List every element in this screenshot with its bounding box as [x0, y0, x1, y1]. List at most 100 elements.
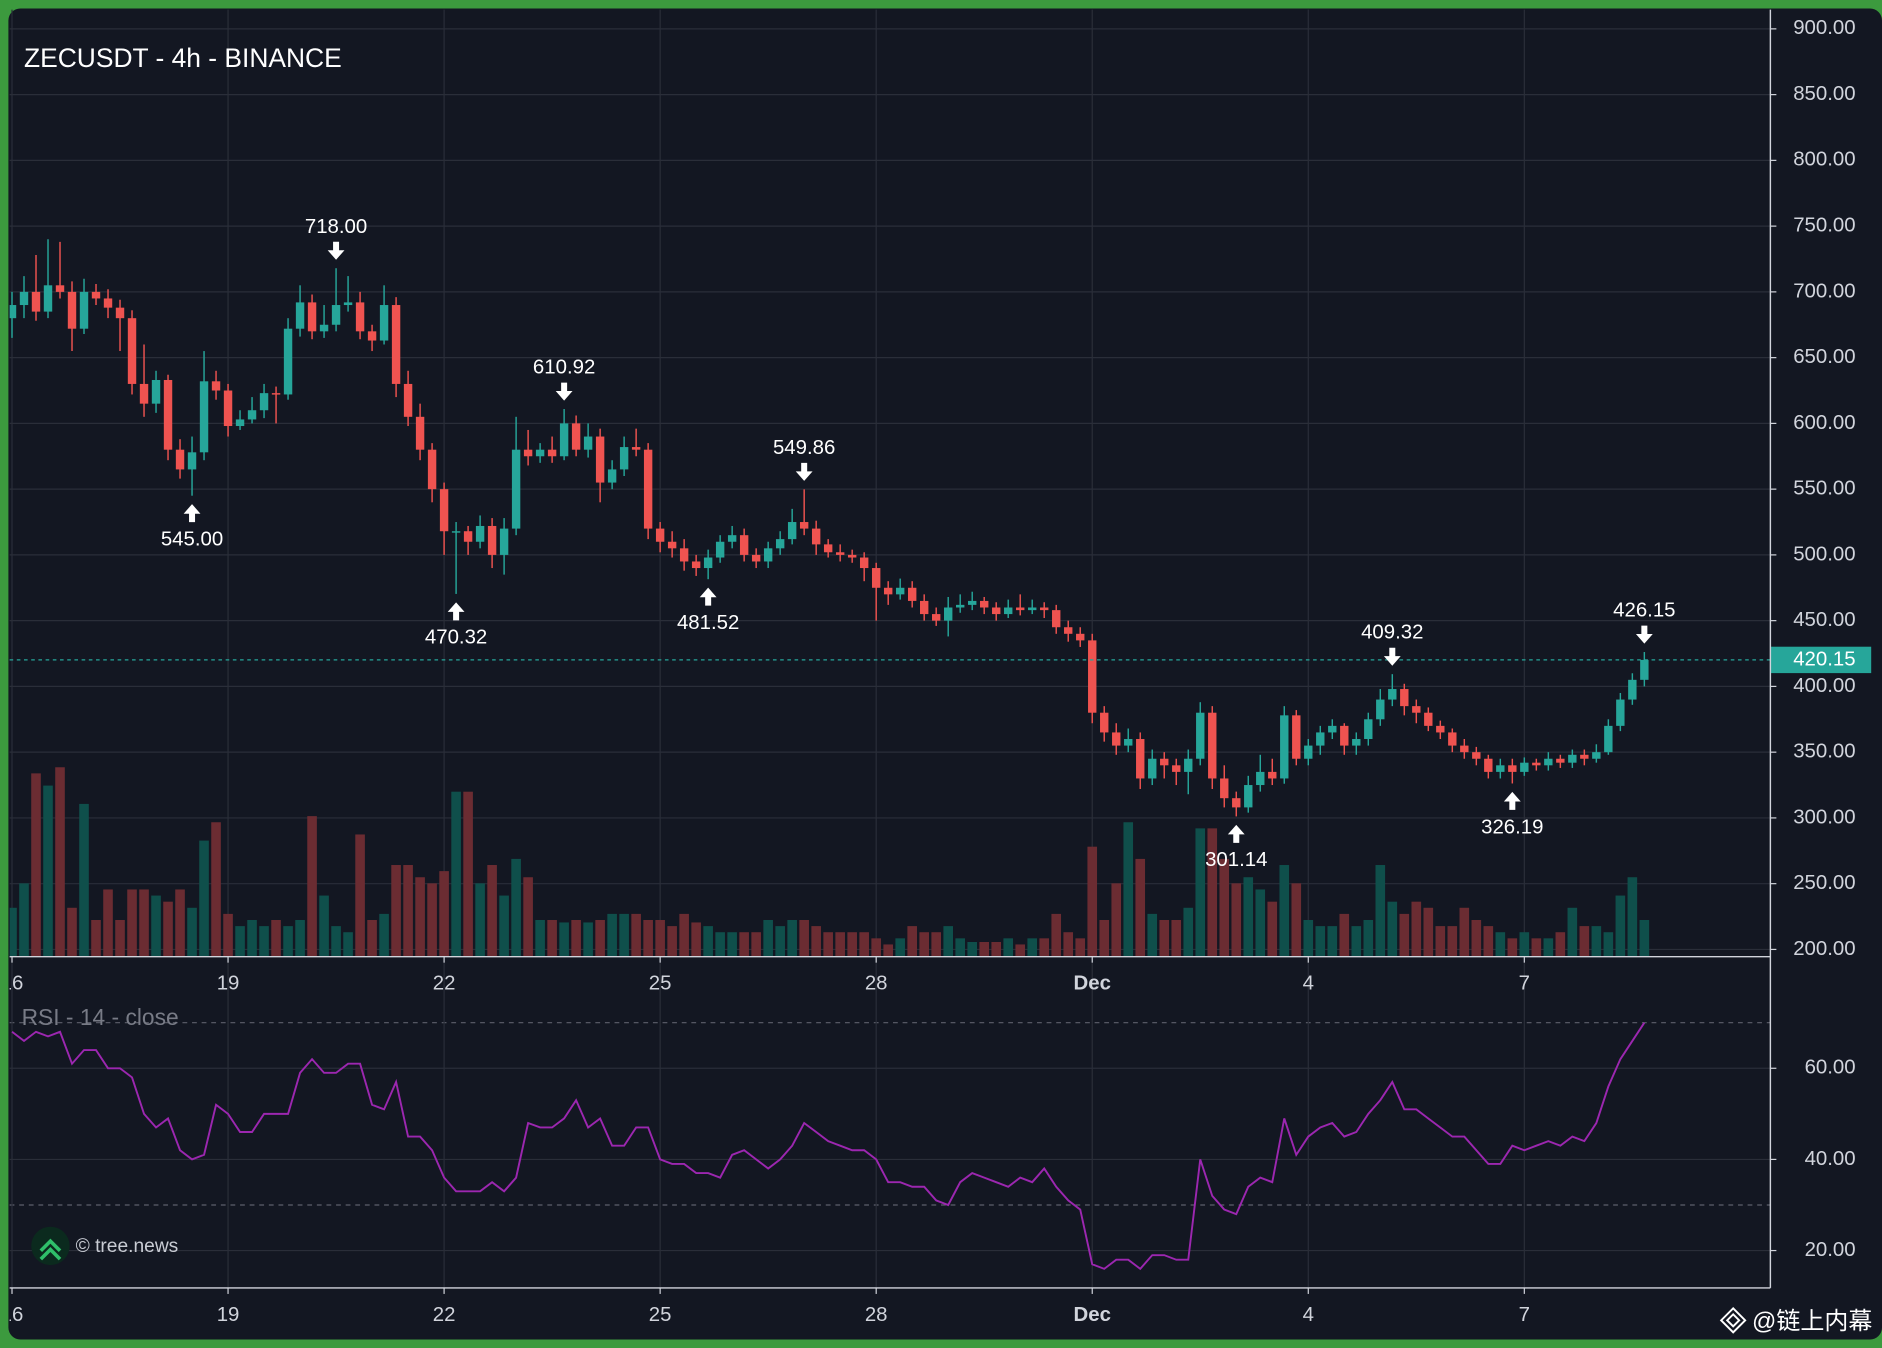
volume-bar: [1387, 901, 1398, 957]
volume-bar: [667, 926, 677, 957]
x-tick-label: 22: [433, 973, 456, 995]
volume-bar: [1495, 932, 1506, 957]
y-tick-label: 550.00: [1793, 478, 1855, 500]
candle-body: [595, 436, 605, 483]
volume-bar: [1159, 920, 1170, 957]
volume-bar: [367, 920, 377, 957]
chart-title: ZECUSDT - 4h - BINANCE: [24, 43, 342, 73]
volume-bar: [1603, 932, 1614, 957]
x-tick-label: 22: [433, 1304, 456, 1326]
candle-body: [535, 449, 545, 457]
candle-body: [175, 449, 185, 470]
x-tick-label: 19: [217, 1304, 240, 1326]
volume-bar: [1435, 926, 1446, 957]
candle-body: [1100, 712, 1109, 733]
volume-bar: [991, 941, 1002, 957]
candle-body: [139, 383, 149, 404]
candle-body: [499, 528, 509, 555]
volume-bar: [1291, 883, 1302, 957]
volume-layer: [9, 767, 1650, 957]
watermark-logo: [31, 1226, 70, 1266]
candle-body: [1052, 610, 1061, 628]
volume-bar: [259, 926, 269, 957]
candle-body: [235, 419, 245, 427]
volume-bar: [1207, 828, 1218, 957]
candle-body: [980, 600, 989, 608]
x-tick-label: 19: [217, 973, 240, 995]
volume-bar: [55, 767, 65, 957]
candle-body: [835, 552, 845, 555]
candle-body: [631, 447, 641, 450]
candle-body: [1580, 754, 1589, 759]
candle-body: [1616, 699, 1625, 726]
volume-bar: [1219, 858, 1230, 957]
y-tick-label: 900.00: [1793, 17, 1855, 39]
candle-body: [1496, 765, 1505, 772]
annotation-label: 470.32: [425, 627, 487, 649]
volume-bar: [1315, 926, 1326, 957]
volume-bar: [499, 895, 509, 957]
last-price-box: [1770, 646, 1872, 674]
candle-body: [1484, 758, 1493, 772]
volume-bar: [931, 932, 941, 957]
candle-body: [1352, 739, 1361, 746]
candle-body: [1256, 771, 1265, 786]
candle-body: [1460, 745, 1469, 753]
candle-body: [1316, 732, 1325, 746]
volume-bar: [463, 791, 473, 957]
volume-bar: [595, 920, 605, 957]
candle-body: [895, 587, 905, 595]
candle-body: [211, 381, 221, 391]
volume-bar: [163, 901, 173, 957]
volume-bar: [535, 920, 545, 957]
credit-logo: [1719, 1306, 1747, 1334]
volume-bar: [31, 773, 41, 957]
volume-bar: [1303, 920, 1314, 957]
candle-body: [1304, 745, 1313, 759]
volume-bar: [847, 932, 857, 957]
candle-body: [1364, 719, 1373, 740]
candle-body: [956, 604, 965, 608]
candle-body: [343, 302, 353, 306]
candle-body: [1448, 732, 1457, 746]
volume-bar: [1075, 938, 1086, 957]
candle-body: [271, 393, 281, 395]
candle-body: [775, 539, 785, 549]
volume-bar: [271, 920, 281, 957]
volume-bar: [223, 913, 233, 957]
candle-body: [811, 528, 821, 545]
volume-bar: [91, 920, 101, 957]
x-tick-label: Dec: [1074, 1304, 1111, 1326]
volume-bar: [67, 907, 77, 957]
candle-body: [379, 305, 389, 341]
annotation-label: 409.32: [1361, 622, 1423, 644]
volume-bar: [727, 932, 737, 957]
candle-body: [1268, 771, 1277, 779]
candle-body: [968, 600, 977, 605]
candle-body: [151, 379, 161, 404]
volume-bar: [1171, 920, 1182, 957]
volume-bar: [139, 889, 149, 957]
volume-bar: [1459, 907, 1470, 957]
volume-bar: [319, 895, 329, 957]
candle-body: [127, 318, 137, 384]
volume-bar: [655, 920, 665, 957]
volume-bar: [1111, 883, 1122, 957]
volume-bar: [1471, 920, 1482, 957]
candle-body: [187, 452, 197, 470]
candle-body: [1004, 607, 1013, 615]
candle-body: [43, 285, 53, 312]
candle-body: [511, 449, 521, 529]
volume-bar: [427, 883, 437, 957]
background: [8, 8, 1882, 1340]
volume-bar: [451, 791, 461, 957]
x-tick-label: 28: [865, 973, 888, 995]
candle-body: [523, 449, 533, 457]
volume-bar: [691, 922, 701, 957]
watermark-logo-mark: [39, 1238, 62, 1261]
candle-body: [79, 291, 89, 329]
volume-bar: [355, 834, 365, 957]
candle-body: [1196, 712, 1205, 759]
candle-body: [1280, 715, 1289, 779]
volume-bar: [715, 932, 725, 957]
